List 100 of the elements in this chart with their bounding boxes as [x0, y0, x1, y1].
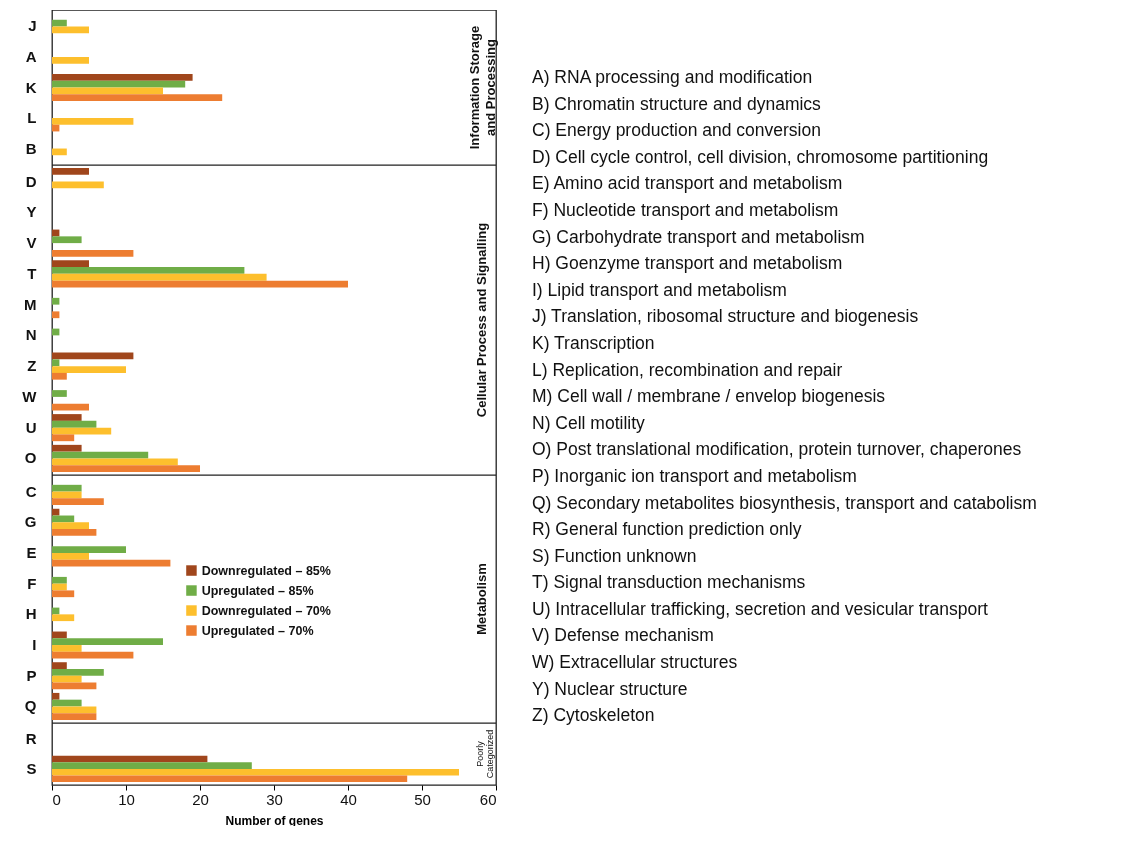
y-tick-label: C	[25, 482, 37, 500]
bar	[52, 80, 186, 88]
y-tick-label: P	[26, 666, 37, 684]
bar	[52, 651, 134, 659]
bar	[52, 297, 60, 305]
text: Information Storage and Processing	[467, 25, 498, 150]
bar	[52, 706, 97, 714]
bar	[52, 273, 267, 281]
bar	[52, 645, 82, 652]
bar	[52, 631, 67, 639]
y-tick-label: A	[25, 47, 37, 65]
bar	[52, 414, 82, 421]
y-tick-label: S	[26, 759, 37, 777]
y-tick-label: M	[24, 295, 37, 313]
y-tick-label: V	[26, 234, 37, 252]
bar	[52, 668, 104, 676]
bar	[52, 546, 126, 553]
y-tick-label: H	[25, 605, 37, 623]
bar	[52, 508, 60, 516]
bar	[52, 19, 67, 27]
bar	[52, 260, 89, 268]
y-tick-label: Y	[26, 203, 37, 221]
bar	[52, 311, 60, 319]
y-tick-label: J	[28, 17, 37, 35]
bar	[52, 484, 82, 492]
bar	[52, 465, 200, 472]
text: Poorly Categorized	[475, 729, 495, 779]
y-tick-label: T	[27, 264, 37, 282]
y-tick-label: U	[25, 418, 37, 436]
y-tick-label: I	[32, 636, 37, 654]
x-tick-label: 60	[479, 790, 497, 808]
text: O) Post translational modification, protein turnover, chaperones	[532, 438, 1023, 462]
bar	[52, 614, 75, 622]
bar	[52, 249, 134, 257]
x-tick-label: 30	[266, 790, 283, 808]
bar	[52, 498, 104, 506]
y-tick-label: W	[22, 387, 38, 405]
y-tick-label: K	[25, 78, 37, 96]
text: Y) Nuclear structure	[532, 677, 689, 701]
y-tick-label: R	[25, 730, 37, 748]
text: G) Carbohydrate transport and metabolism	[532, 225, 866, 249]
y-tick-label: B	[25, 139, 37, 157]
text: I) Lipid transport and metabolism	[532, 278, 788, 302]
x-tick-label: 10	[118, 790, 135, 808]
bar	[52, 590, 75, 598]
text: T) Signal transduction mechanisms	[532, 571, 807, 595]
text: M) Cell wall / membrane / envelop biogenesis	[532, 385, 887, 409]
bar	[52, 662, 67, 669]
y-tick-label: N	[25, 326, 37, 344]
text: Metabolism	[474, 563, 489, 635]
bar	[52, 420, 97, 428]
bar	[52, 576, 67, 584]
bar	[52, 692, 60, 700]
y-tick-label: Z	[27, 357, 37, 375]
x-tick-label: 40	[340, 790, 357, 808]
text: R) General function prediction only	[532, 518, 803, 542]
text: A) RNA processing and modification	[532, 66, 814, 89]
bar	[52, 638, 163, 646]
bar	[52, 267, 245, 274]
text: D) Cell cycle control, cell division, chromosome partitioning	[532, 145, 990, 169]
bar	[52, 236, 82, 244]
text: E) Amino acid transport and metabolism	[532, 172, 844, 196]
text: B) Chromatin structure and dynamics	[532, 92, 822, 116]
bar	[52, 366, 126, 373]
bar	[52, 682, 97, 690]
y-tick-label: O	[24, 449, 37, 467]
bar	[52, 713, 97, 720]
x-tick-label: 50	[414, 790, 431, 808]
bar	[52, 491, 82, 499]
bar	[52, 552, 89, 560]
bar	[52, 699, 82, 707]
text: N) Cell motility	[532, 411, 646, 435]
text: J) Translation, ribosomal structure and biogenesis	[532, 305, 920, 329]
bar	[52, 522, 89, 530]
text: U) Intracellular trafficking, secretion and vesicular transport	[532, 597, 989, 621]
bar	[52, 583, 67, 591]
bar	[52, 675, 82, 683]
text: Z) Cytoskeleton	[532, 704, 656, 728]
text: P) Inorganic ion transport and metabolism	[532, 464, 858, 488]
text: S) Function unknown	[532, 544, 698, 568]
bar	[52, 359, 60, 367]
bar	[52, 118, 134, 125]
y-tick-label: F	[27, 574, 37, 592]
bar	[52, 529, 97, 536]
bar	[52, 56, 89, 64]
bar	[52, 390, 67, 397]
text: H) Goenzyme transport and metabolism	[532, 252, 844, 276]
bar	[52, 74, 193, 81]
legend-label: Upregulated – 85%	[201, 583, 314, 598]
y-tick-label: E	[26, 543, 37, 561]
bar	[52, 94, 223, 101]
y-tick-label: G	[24, 513, 37, 531]
legend-label: Downregulated – 70%	[201, 603, 331, 618]
bar	[52, 148, 67, 156]
bar	[52, 458, 178, 466]
bar	[52, 26, 89, 34]
text: F) Nucleotide transport and metabolism	[532, 198, 840, 222]
text: W) Extracellular structures	[532, 651, 739, 675]
text: L) Replication, recombination and repair	[532, 358, 844, 382]
x-tick-label: 0	[52, 790, 61, 808]
